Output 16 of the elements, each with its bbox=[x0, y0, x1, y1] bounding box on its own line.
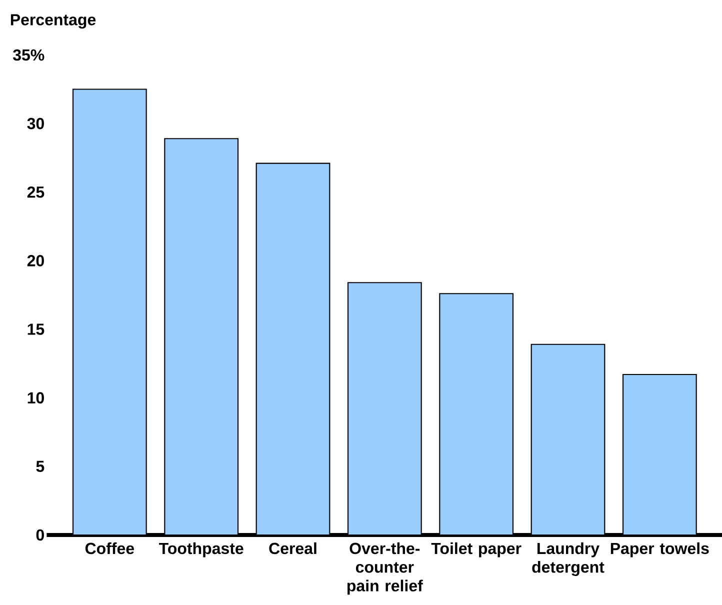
y-tick-label: 5 bbox=[36, 460, 44, 472]
x-tick-label: Laundry detergent bbox=[532, 542, 604, 576]
x-tick-label: Toilet paper bbox=[431, 542, 522, 558]
x-tick-label: Cereal bbox=[269, 542, 316, 554]
y-tick-label: 10 bbox=[28, 392, 44, 404]
x-tick-label: Paper towels bbox=[610, 542, 709, 558]
y-tick-label: 25 bbox=[27, 186, 44, 198]
x-tick-label: Over-the-counter pain relief bbox=[347, 542, 423, 595]
y-tick-label: 30 bbox=[27, 118, 44, 130]
y-tick-label: 15 bbox=[28, 324, 44, 335]
x-tick-label: Coffee bbox=[85, 542, 134, 554]
y-tick-label: 20 bbox=[27, 255, 44, 266]
y-axis-title: Percentage bbox=[10, 14, 96, 29]
x-tick-label: Toothpaste bbox=[159, 542, 244, 558]
y-tick-label: 0 bbox=[36, 529, 44, 541]
y-tick-label: 35% bbox=[12, 49, 44, 61]
